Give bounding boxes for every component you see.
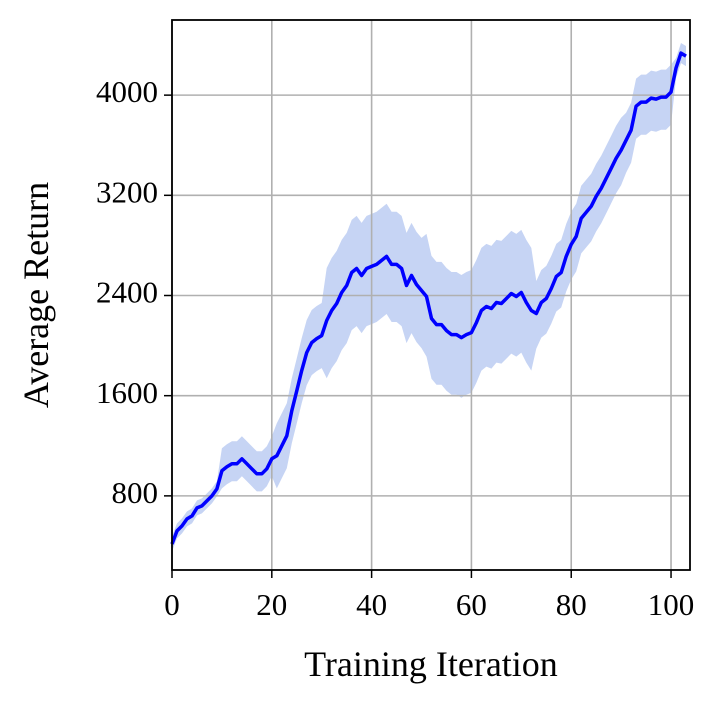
y-tick-label: 800 xyxy=(112,475,159,510)
x-tick-label: 100 xyxy=(648,587,695,622)
confidence-band xyxy=(172,43,686,552)
y-tick-label: 4000 xyxy=(96,74,158,109)
plot-frame xyxy=(171,19,691,571)
x-tick-label: 60 xyxy=(456,587,487,622)
x-axis-label: Training Iteration xyxy=(304,644,558,684)
line xyxy=(170,51,687,545)
y-axis-label: Average Return xyxy=(16,182,56,408)
x-tick-label: 40 xyxy=(356,587,387,622)
x-tick-label: 0 xyxy=(164,587,180,622)
y-tick-label: 3200 xyxy=(96,174,158,209)
y-tick-label: 1600 xyxy=(96,375,158,410)
y-tick-label: 2400 xyxy=(96,275,158,310)
x-tick-label: 20 xyxy=(256,587,287,622)
x-tick-label: 80 xyxy=(556,587,587,622)
